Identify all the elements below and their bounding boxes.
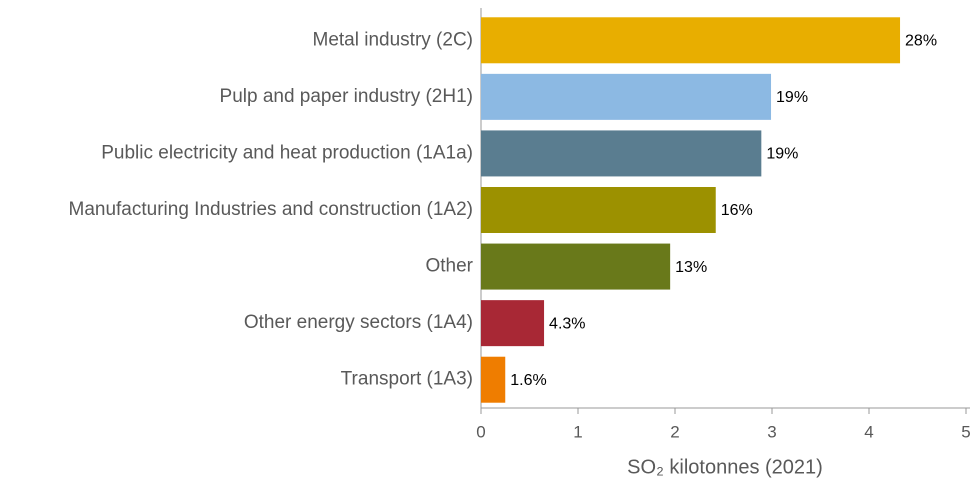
y-tick-label: Other energy sectors (1A4)	[244, 312, 473, 333]
data-label: 13%	[675, 259, 707, 276]
data-label: 19%	[776, 89, 808, 106]
y-tick-label: Public electricity and heat production (…	[101, 142, 473, 163]
data-label: 16%	[721, 202, 753, 219]
y-tick-label: Pulp and paper industry (2H1)	[220, 86, 473, 107]
bar	[481, 300, 545, 347]
x-tick-label: 2	[670, 422, 679, 441]
bar	[481, 130, 762, 177]
bar	[481, 356, 506, 403]
y-tick-label: Other	[425, 256, 473, 277]
y-tick-label: Metal industry (2C)	[313, 29, 474, 50]
data-label: 19%	[766, 146, 798, 163]
x-tick-label: 3	[767, 422, 776, 441]
bar	[481, 187, 716, 233]
x-tick-label: 1	[573, 422, 582, 441]
x-tick-label: 5	[961, 422, 970, 441]
bar	[481, 73, 772, 120]
y-tick-label: Transport (1A3)	[341, 369, 473, 390]
x-axis-label: SO₂ kilotonnes (2021)	[627, 456, 823, 478]
data-label: 1.6%	[510, 372, 546, 389]
x-tick-label: 4	[864, 422, 873, 441]
bar	[481, 17, 901, 64]
bar	[481, 243, 671, 290]
x-tick-label: 0	[476, 422, 485, 441]
data-label: 28%	[905, 33, 937, 50]
y-tick-label: Manufacturing Industries and constructio…	[69, 199, 474, 220]
data-label: 4.3%	[549, 315, 585, 332]
